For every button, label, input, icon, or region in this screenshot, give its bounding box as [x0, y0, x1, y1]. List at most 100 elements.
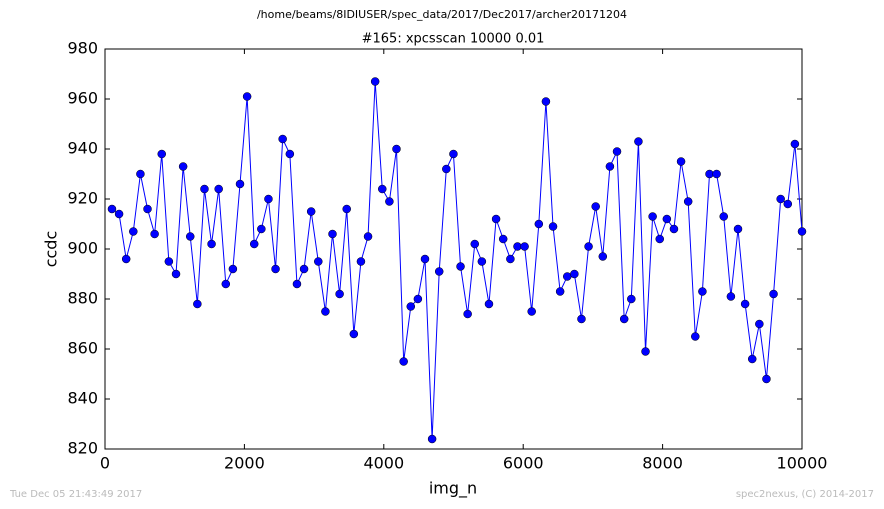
data-point [228, 264, 238, 274]
data-point [598, 252, 608, 261]
file-path: /home/beams/8IDIUSER/spec_data/2017/Dec2… [257, 8, 627, 21]
data-point [413, 294, 423, 304]
data-point [769, 289, 778, 299]
data-point [669, 224, 679, 234]
x-tick-label: 2000 [224, 454, 265, 473]
x-tick-label: 8000 [642, 454, 683, 473]
data-point [733, 224, 743, 234]
data-point [470, 239, 480, 249]
data-line [111, 81, 803, 440]
data-point [648, 212, 657, 221]
data-point [314, 257, 323, 266]
data-point [442, 164, 451, 174]
data-point [641, 347, 650, 356]
data-point [634, 137, 643, 146]
timestamp: Tue Dec 05 21:43:49 2017 [9, 489, 142, 500]
data-point [755, 319, 764, 329]
data-point [378, 184, 387, 194]
data-point [513, 242, 522, 251]
y-tick-label: 920 [67, 189, 98, 208]
data-point [185, 232, 195, 241]
data-point [392, 144, 401, 154]
data-point [164, 257, 174, 266]
data-point [278, 134, 287, 144]
data-point [527, 307, 536, 316]
data-point [114, 209, 124, 219]
data-point [321, 307, 330, 316]
data-point [306, 207, 316, 216]
data-point [193, 299, 202, 309]
data-point [712, 169, 721, 179]
data-point [698, 287, 707, 296]
data-point [399, 357, 408, 366]
data-point [292, 279, 302, 289]
data-point [477, 257, 487, 266]
data-point [271, 264, 280, 274]
data-point [349, 329, 359, 339]
data-point [157, 149, 166, 159]
credit: spec2nexus, (C) 2014-2017 [736, 489, 874, 500]
data-point [676, 157, 686, 166]
data-point [534, 219, 544, 229]
data-point [107, 204, 117, 214]
data-point [335, 289, 344, 299]
data-point [776, 194, 785, 204]
data-point [584, 242, 593, 251]
data-point [221, 279, 231, 289]
data-point [719, 212, 728, 221]
data-point [541, 97, 551, 106]
data-point [178, 162, 188, 171]
data-point [691, 332, 700, 341]
data-point [570, 269, 579, 279]
data-point [627, 294, 636, 304]
y-tick-label: 820 [67, 439, 98, 458]
data-point [506, 254, 515, 264]
data-point [264, 194, 273, 204]
data-point [420, 254, 430, 264]
data-point [363, 232, 373, 241]
data-point [577, 314, 586, 324]
x-tick-label: 6000 [503, 454, 544, 473]
data-point [705, 169, 714, 179]
data-point [591, 202, 600, 211]
data-point [740, 299, 750, 309]
x-tick-label: 0 [100, 454, 110, 473]
data-point [662, 214, 672, 224]
data-point [434, 267, 444, 276]
data-point [783, 199, 793, 209]
data-point [235, 179, 245, 189]
data-point [427, 434, 437, 444]
data-point [200, 184, 209, 194]
x-tick-label: 4000 [363, 454, 404, 473]
data-point [612, 147, 622, 156]
data-point [342, 204, 351, 214]
chart-title: #165: xpcsscan 10000 0.01 [362, 32, 545, 47]
data-point [207, 239, 216, 249]
y-tick-label: 840 [67, 389, 98, 408]
data-point [171, 269, 181, 279]
data-point [762, 374, 771, 384]
data-point [249, 239, 259, 249]
data-point [463, 309, 472, 319]
data-point [498, 234, 508, 244]
x-tick-label: 10000 [777, 454, 828, 473]
data-point [491, 214, 501, 224]
data-point [726, 292, 736, 301]
data-point [456, 262, 465, 271]
data-point [328, 229, 337, 239]
data-point [520, 242, 529, 251]
data-point [299, 264, 309, 274]
y-tick-label: 860 [67, 339, 98, 358]
x-axis-label: img_n [429, 479, 477, 499]
y-tick-label: 940 [67, 139, 98, 158]
data-point [484, 299, 494, 309]
y-tick-label: 980 [67, 39, 98, 58]
data-point [385, 197, 394, 206]
data-point [257, 224, 266, 234]
data-point [143, 204, 152, 214]
data-point [747, 354, 757, 364]
data-point [790, 139, 800, 149]
data-point [242, 92, 252, 101]
data-point [797, 227, 807, 236]
